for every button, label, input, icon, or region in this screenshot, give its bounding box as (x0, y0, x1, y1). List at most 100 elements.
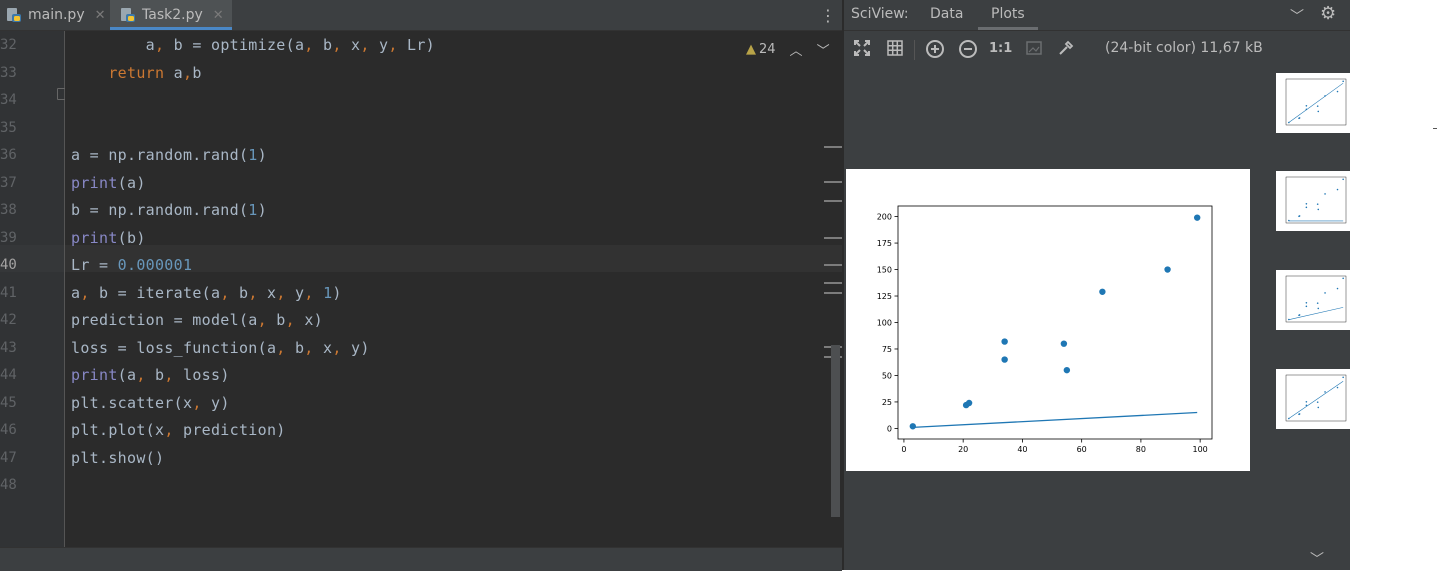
editor-bottom-bar (0, 547, 842, 571)
zoom-in-icon[interactable] (925, 39, 945, 64)
scatter-point (1316, 302, 1319, 304)
fit-to-window-icon[interactable] (852, 39, 872, 62)
scatter-point (1305, 404, 1308, 407)
image-icon (1024, 39, 1044, 62)
tab-plots[interactable]: Plots (991, 6, 1025, 22)
scatter-point (1305, 104, 1308, 107)
plot-thumbnail[interactable] (1276, 270, 1350, 330)
inspection-widget[interactable]: ▲ 24 ︿ ﹀ (746, 40, 830, 59)
ide-window: main.py ✕ Task2.py ✕ ⋮ 32 33 34 35 36 37 38 39 4… (0, 0, 1350, 571)
plot-frame (1285, 275, 1347, 323)
error-stripe-mark[interactable] (824, 181, 842, 183)
scatter-point (1316, 401, 1319, 403)
current-line-highlight (65, 245, 842, 272)
chevron-down-icon[interactable]: ﹀ (1310, 552, 1324, 568)
code-line: a, b = iterate(a, b, x, y, 1) (71, 283, 342, 302)
python-file-icon (6, 7, 22, 23)
gear-icon[interactable]: ⚙ (1320, 3, 1337, 24)
scatter-point (1305, 400, 1308, 403)
tab-label: main.py (28, 7, 85, 23)
x-tick-label: 0 (901, 445, 906, 454)
code-line: plt.plot(x, prediction) (71, 421, 286, 439)
line-number: 36 (0, 147, 17, 163)
plot-toolbar: 1:1 (844, 32, 1274, 66)
code-line: Lr = 0.000001 (71, 256, 193, 274)
scatter-point (1193, 214, 1201, 221)
error-stripe-mark[interactable] (824, 264, 842, 266)
y-tick-label: 175 (877, 239, 892, 248)
scatter-point (1288, 121, 1290, 124)
scatter-point (1298, 314, 1301, 316)
chevron-down-icon[interactable]: ﹀ (816, 44, 830, 59)
more-vertical-icon[interactable]: ⋮ (820, 6, 836, 25)
plot-thumbnail[interactable] (1276, 369, 1350, 429)
chevron-down-icon[interactable]: ﹀ (1290, 9, 1304, 25)
line-number: 42 (0, 312, 17, 328)
zoom-out-icon[interactable] (958, 39, 978, 64)
code-line: plt.scatter(x, y) (71, 393, 230, 412)
error-stripe-mark[interactable] (824, 200, 842, 202)
tab-data[interactable]: Data (930, 6, 964, 22)
scatter-point (1342, 80, 1344, 83)
sciview-header: SciView: Data Plots ﹀ ⚙ (844, 0, 1350, 31)
y-tick-label: 25 (882, 398, 892, 407)
error-stripe-mark[interactable] (824, 146, 842, 148)
line-number-gutter: 32 33 34 35 36 37 38 39 40 41 42 43 44 45 46 47 48 (0, 31, 69, 547)
scatter-point (1324, 292, 1326, 294)
plot-view[interactable]: 0 20 40 60 80 100 0 25 50 75 100 125 150 175 200 (846, 169, 1250, 471)
error-stripe-mark[interactable] (824, 237, 842, 239)
x-tick-label: 20 (958, 445, 968, 454)
thumbnail-chart (1285, 275, 1347, 323)
code-line: print(a, b, loss) (71, 366, 230, 384)
plot-thumbnail[interactable] (1276, 73, 1350, 133)
scatter-point (1342, 277, 1344, 280)
tab-task2-py[interactable]: Task2.py ✕ (110, 0, 232, 30)
line-number: 40 (0, 257, 17, 273)
code-editor[interactable]: a, b = optimize(a, b, x, y, Lr) return a… (65, 31, 842, 547)
scatter-point (1305, 305, 1308, 308)
plot-thumbnail[interactable] (1276, 171, 1350, 231)
color-picker-icon[interactable] (1056, 39, 1076, 62)
error-stripe-mark[interactable] (824, 282, 842, 284)
python-file-icon (120, 7, 136, 23)
line-number: 43 (0, 339, 17, 356)
scatter-point (1298, 215, 1301, 217)
line-number: 46 (0, 422, 17, 438)
x-tick-label: 40 (1017, 445, 1027, 454)
y-tick-label: 0 (887, 424, 892, 433)
scatter-point (1164, 266, 1171, 273)
line-number: 37 (0, 174, 17, 191)
scatter-point (1288, 318, 1290, 321)
scatter-point (1305, 301, 1308, 304)
line-number: 33 (0, 64, 17, 81)
scatter-point (1324, 193, 1326, 195)
line-number: 32 (0, 37, 17, 53)
sciview-title: SciView: (851, 6, 909, 22)
scatter-point (1288, 417, 1290, 420)
error-stripe-mark[interactable] (824, 292, 842, 294)
window-edge (1433, 128, 1437, 129)
plot-frame (1285, 374, 1347, 422)
actual-size-button[interactable]: 1:1 (989, 41, 1013, 56)
close-icon[interactable]: ✕ (94, 7, 106, 23)
grid-icon[interactable] (885, 39, 905, 62)
line-number: 45 (0, 394, 17, 411)
scatter-point (1316, 105, 1319, 107)
y-tick-label: 200 (877, 213, 892, 222)
warning-icon: ▲ (746, 42, 756, 57)
editor-scrollbar[interactable] (831, 345, 840, 517)
plot-frame (897, 205, 1213, 440)
warning-count: 24 (759, 42, 776, 57)
tab-main-py[interactable]: main.py ✕ (0, 0, 114, 30)
line-number: 47 (0, 449, 17, 466)
chevron-up-icon[interactable]: ︿ (789, 44, 803, 59)
scatter-point (1317, 110, 1320, 113)
scatter-point (1298, 117, 1301, 119)
close-icon[interactable]: ✕ (212, 7, 224, 23)
scatter-point (1099, 288, 1106, 295)
sciview-panel: SciView: Data Plots ﹀ ⚙ 1:1 (843, 0, 1350, 570)
scatter-point (1336, 287, 1339, 290)
code-line: loss = loss_function(a, b, x, y) (71, 338, 370, 357)
scatter-point (1317, 307, 1320, 310)
scatter-point (1305, 202, 1308, 205)
